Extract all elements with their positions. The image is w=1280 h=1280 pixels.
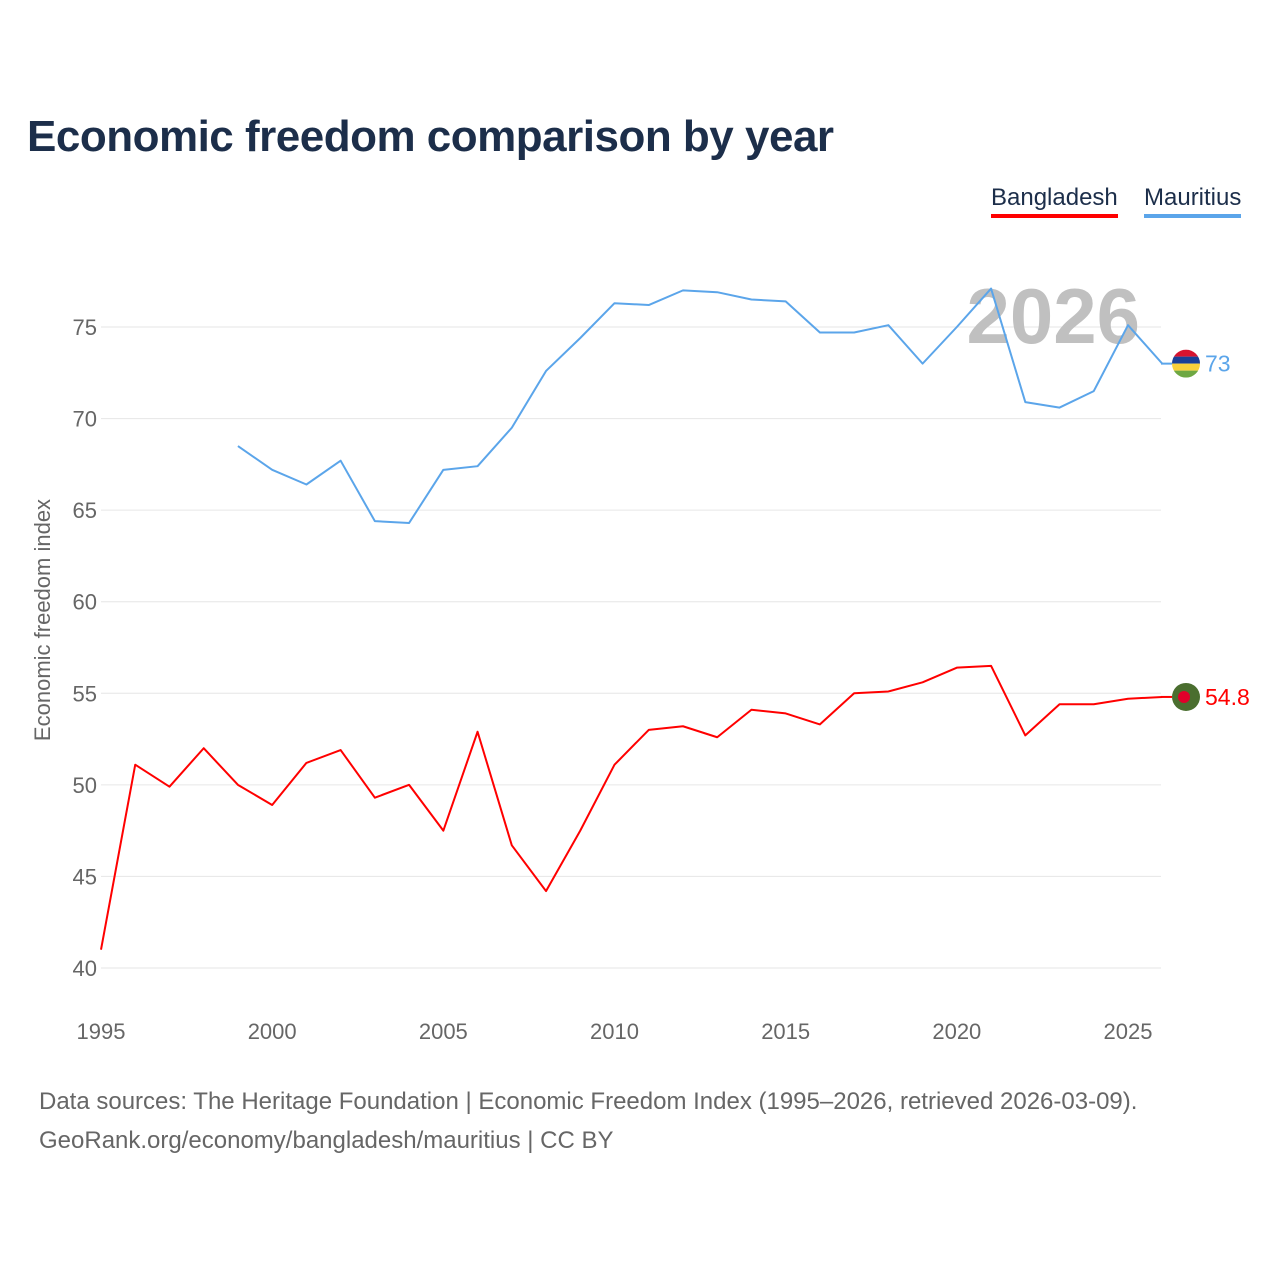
source-line-1: Data sources: The Heritage Foundation | …	[39, 1088, 1138, 1115]
flag-stripe	[1172, 363, 1200, 371]
x-tick-label: 2020	[932, 1019, 981, 1044]
flag-disc	[1178, 690, 1190, 703]
flag-bangladesh-icon	[1172, 682, 1200, 711]
y-tick-label: 65	[73, 498, 97, 523]
x-tick-label: 2005	[419, 1019, 468, 1044]
y-tick-label: 60	[73, 590, 97, 615]
y-tick-label: 55	[73, 681, 97, 706]
end-value-label-mauritius: 73	[1205, 351, 1231, 377]
x-tick-label: 2025	[1104, 1019, 1153, 1044]
flag-stripe	[1172, 370, 1200, 378]
y-tick-label: 75	[73, 315, 97, 340]
chart-title: Economic freedom comparison by year	[27, 112, 834, 161]
end-value-label-bangladesh: 54.8	[1205, 684, 1250, 710]
flag-mauritius-icon	[1172, 349, 1200, 378]
flag-stripe	[1172, 356, 1200, 364]
x-tick-label: 1995	[77, 1019, 126, 1044]
x-tick-label: 2000	[248, 1019, 297, 1044]
legend-bangladesh[interactable]: Bangladesh	[991, 184, 1118, 218]
y-tick-label: 50	[73, 773, 97, 798]
x-tick-label: 2015	[761, 1019, 810, 1044]
y-tick-label: 70	[73, 407, 97, 432]
year-watermark: 2026	[966, 272, 1140, 360]
flag-stripe	[1172, 349, 1200, 357]
y-tick-label: 45	[73, 864, 97, 889]
y-axis-label: Economic freedom index	[30, 499, 55, 741]
y-tick-label: 40	[73, 956, 97, 981]
series-line-mauritius	[237, 287, 1163, 524]
series-line-bangladesh	[100, 664, 1163, 950]
legend-mauritius[interactable]: Mauritius	[1144, 184, 1242, 218]
x-tick-label: 2010	[590, 1019, 639, 1044]
source-line-2: GeoRank.org/economy/bangladesh/mauritius…	[39, 1127, 614, 1154]
